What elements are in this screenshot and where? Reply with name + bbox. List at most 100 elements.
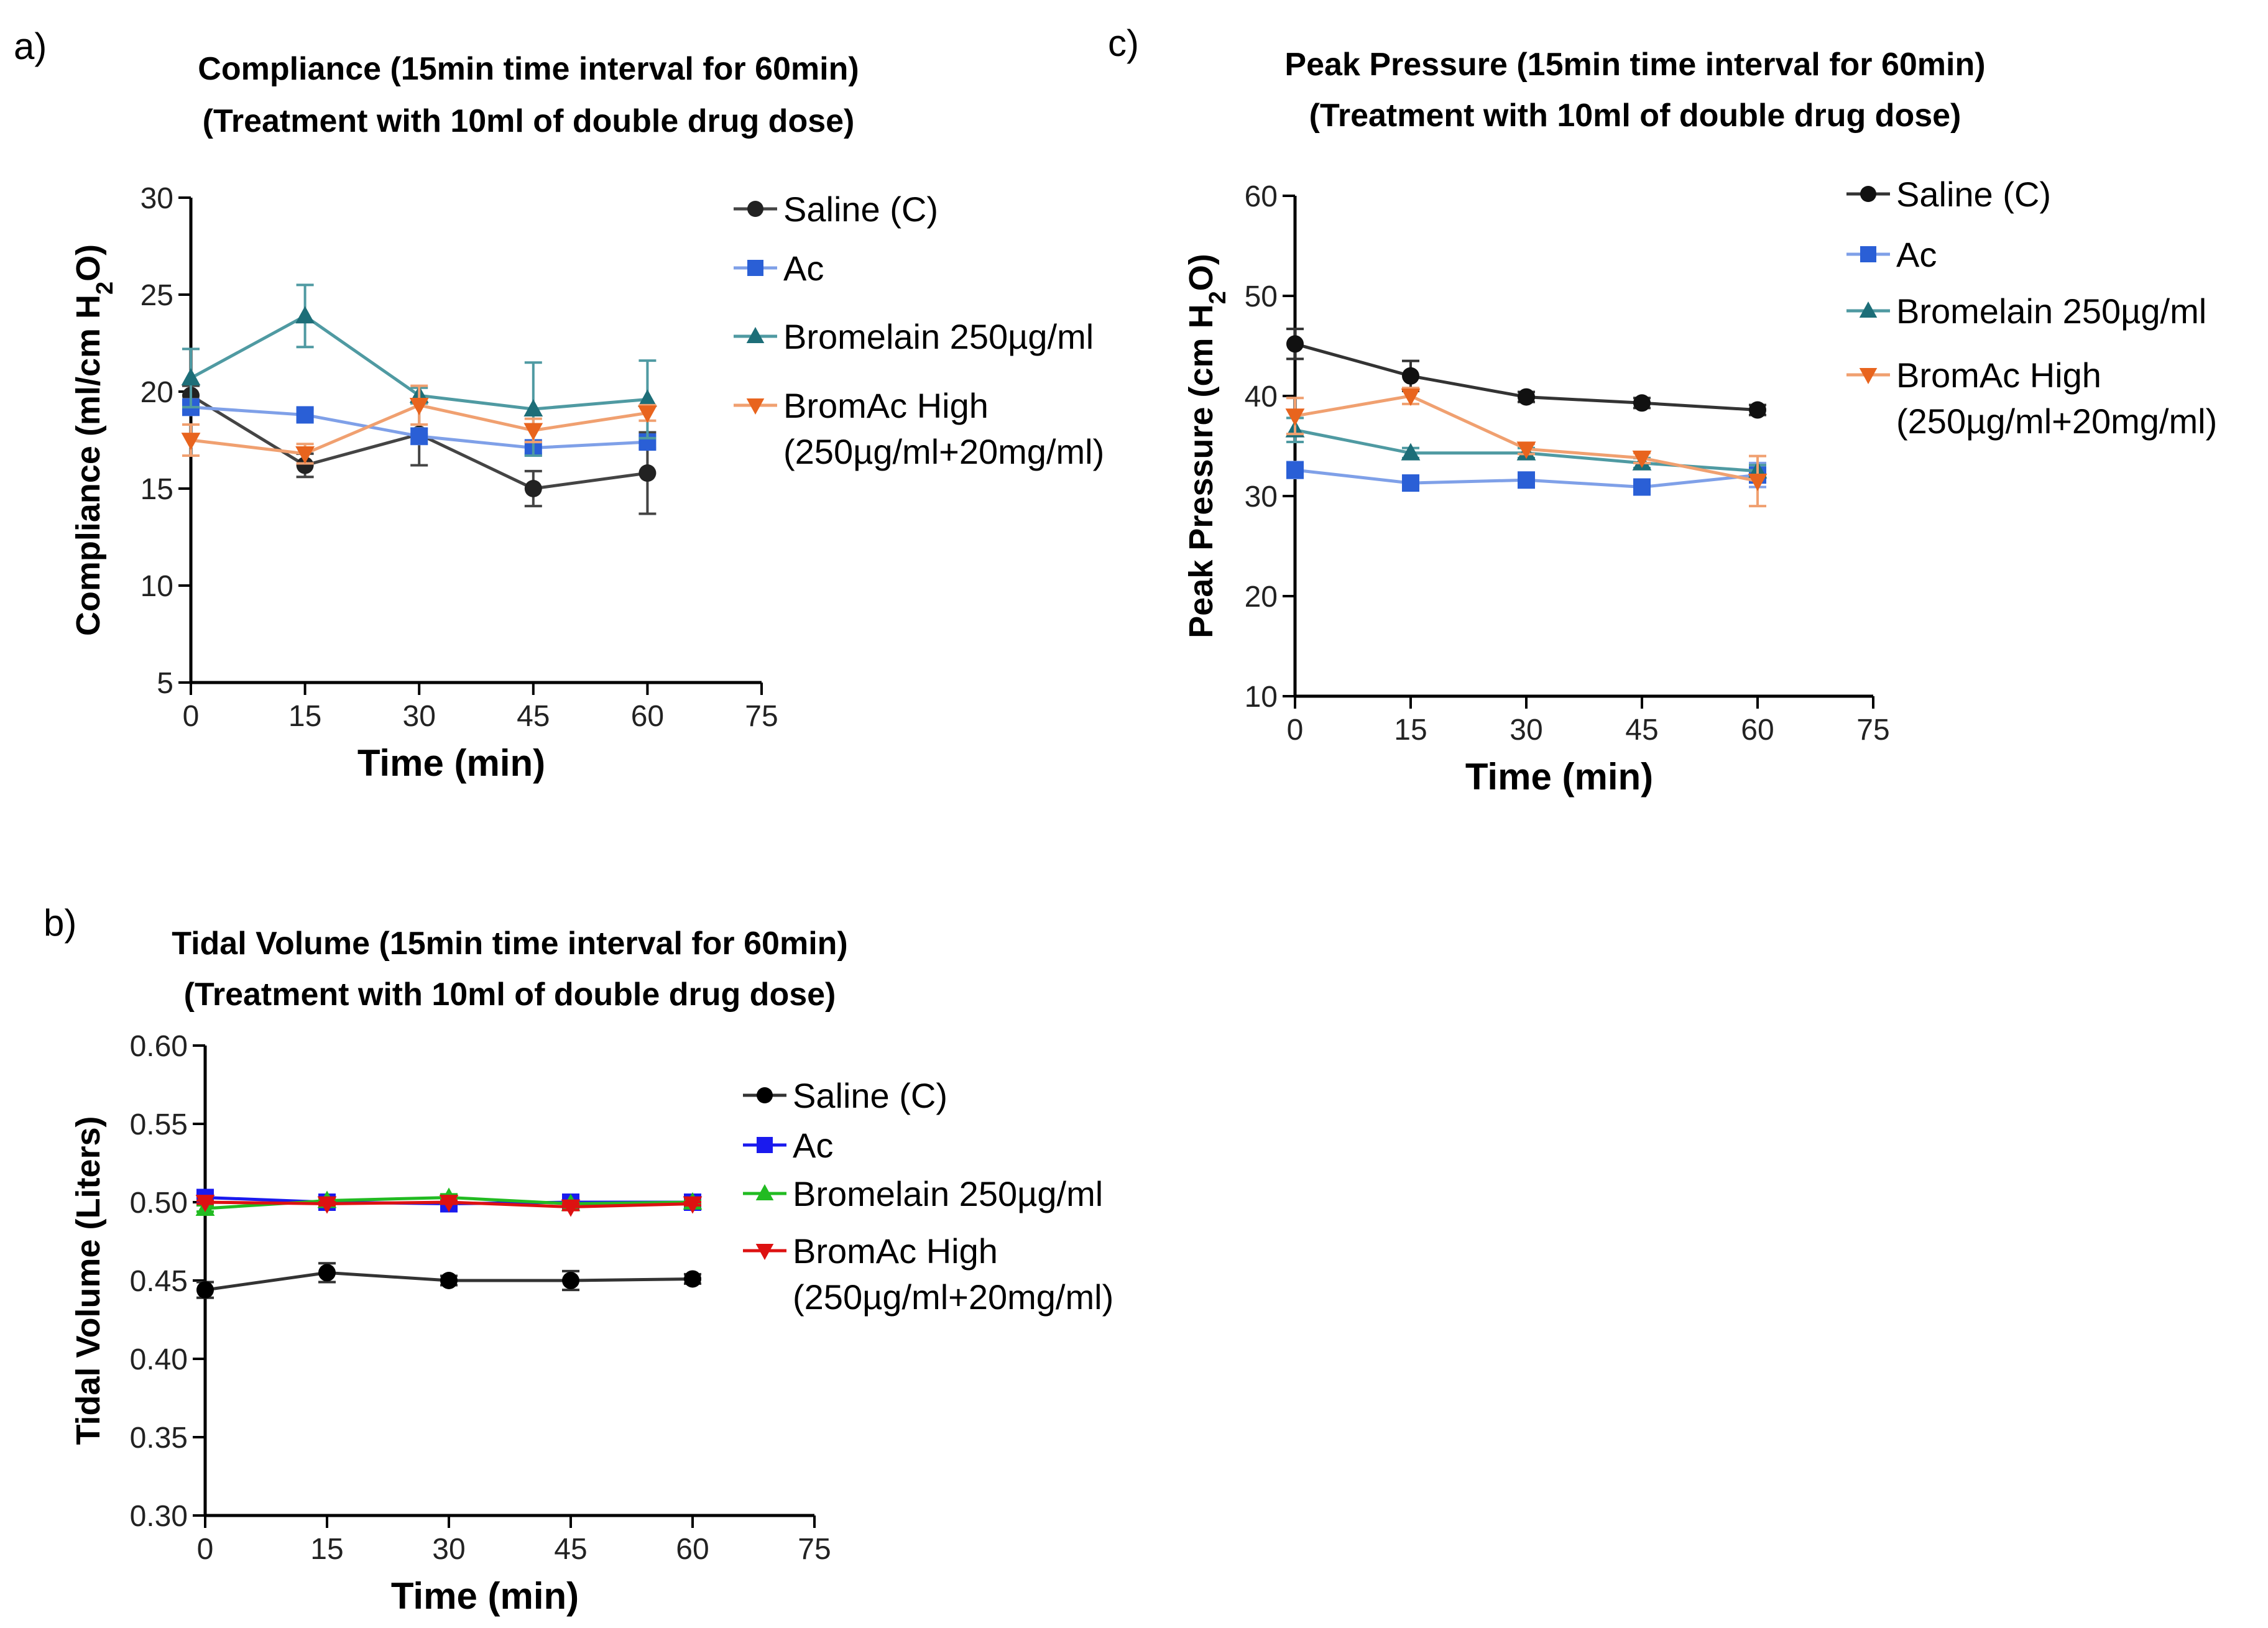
data-point xyxy=(1285,408,1305,426)
y-axis-title: Peak Pressure (cm H2O) xyxy=(1182,254,1231,638)
legend-label: Ac xyxy=(793,1126,833,1165)
legend-label: Bromelain 250µg/ml xyxy=(783,317,1094,356)
data-point xyxy=(1401,443,1421,461)
data-point xyxy=(638,464,657,482)
x-tick-label: 15 xyxy=(1394,714,1427,747)
y-tick-label: 0.30 xyxy=(130,1500,188,1533)
data-point xyxy=(181,433,201,451)
legend-marker xyxy=(747,201,763,217)
legend-label: (250µg/ml+20mg/ml) xyxy=(793,1277,1113,1317)
data-point xyxy=(638,405,657,423)
y-tick-label: 60 xyxy=(1245,180,1278,213)
data-point xyxy=(561,1199,581,1217)
data-point xyxy=(1748,473,1768,491)
x-tick-label: 0 xyxy=(1287,714,1304,747)
data-point xyxy=(1286,461,1304,479)
legend-label: Saline (C) xyxy=(783,190,938,229)
y-tick-label: 25 xyxy=(141,279,173,312)
data-point xyxy=(318,1264,336,1282)
data-point xyxy=(1286,335,1304,353)
chart-title-line: Peak Pressure (15min time interval for 6… xyxy=(1284,47,1985,83)
legend-marker xyxy=(755,1243,774,1260)
data-point xyxy=(684,1270,701,1288)
chart-panel-2: b) Tidal Volume (15min time interval for … xyxy=(44,902,1113,1617)
y-tick-label: 0.45 xyxy=(130,1265,188,1298)
data-point xyxy=(440,1272,458,1289)
legend-marker xyxy=(757,1087,773,1103)
chart-panel-3: c) Peak Pressure (15min time interval for… xyxy=(1108,22,2217,798)
y-tick-label: 20 xyxy=(141,376,173,409)
x-tick-label: 0 xyxy=(197,1533,214,1566)
x-axis-title: Time (min) xyxy=(1465,756,1653,798)
legend: Saline (C) Ac Bromelain 250µg/ml BromAc Hig… xyxy=(734,190,1104,471)
x-tick-label: 30 xyxy=(403,700,436,733)
y-tick-label: 0.35 xyxy=(130,1422,188,1455)
data-point xyxy=(562,1272,579,1289)
data-point xyxy=(410,427,428,445)
data-point xyxy=(439,1195,459,1213)
y-tick-label: 10 xyxy=(141,570,173,603)
data-point xyxy=(1402,474,1419,492)
y-axis-title-subscript: 2 xyxy=(1205,291,1231,304)
series-1 xyxy=(1286,328,1766,419)
data-point xyxy=(409,397,429,415)
series-4 xyxy=(181,384,657,465)
y-axis-title: Tidal Volume (Liters) xyxy=(70,1116,107,1445)
panel-label: c) xyxy=(1108,22,1139,64)
data-point xyxy=(1401,389,1421,407)
y-tick-label: 0.60 xyxy=(130,1030,188,1063)
data-point xyxy=(196,1281,214,1299)
data-point xyxy=(523,398,543,416)
legend-label: Saline (C) xyxy=(793,1076,947,1115)
data-point xyxy=(523,423,543,441)
series-1 xyxy=(196,1262,701,1299)
x-axis-title: Time (min) xyxy=(391,1575,579,1617)
legend-label: (250µg/ml+20mg/ml) xyxy=(783,432,1104,471)
y-axis-title-part: O) xyxy=(70,244,107,282)
legend-marker xyxy=(755,1184,774,1201)
y-tick-label: 0.40 xyxy=(130,1343,188,1376)
legend-label: Ac xyxy=(783,249,824,288)
y-tick-label: 40 xyxy=(1245,380,1278,413)
y-axis-title-subscript: 2 xyxy=(92,282,118,295)
data-point xyxy=(295,446,315,464)
data-point xyxy=(1633,478,1651,496)
legend-label: (250µg/ml+20mg/ml) xyxy=(1896,402,2217,441)
legend-marker xyxy=(1859,367,1878,384)
data-point xyxy=(638,389,657,407)
y-axis-title: Compliance (ml/cm H2O) xyxy=(70,244,118,636)
data-point xyxy=(683,1196,703,1214)
x-tick-label: 45 xyxy=(554,1533,587,1566)
panel-label: b) xyxy=(44,902,76,944)
data-point xyxy=(1518,388,1535,406)
x-tick-label: 75 xyxy=(1856,714,1889,747)
x-tick-label: 0 xyxy=(183,700,200,733)
y-tick-label: 50 xyxy=(1245,280,1278,313)
x-tick-label: 60 xyxy=(676,1533,709,1566)
data-point xyxy=(195,1195,215,1213)
data-point xyxy=(295,306,315,324)
legend-marker xyxy=(1859,301,1878,318)
x-tick-label: 60 xyxy=(631,700,664,733)
y-tick-label: 20 xyxy=(1245,581,1278,614)
x-tick-label: 75 xyxy=(745,700,778,733)
x-tick-label: 15 xyxy=(310,1533,343,1566)
y-tick-label: 0.55 xyxy=(130,1108,188,1141)
y-tick-label: 0.50 xyxy=(130,1187,188,1220)
data-point xyxy=(1518,471,1535,489)
chart-title-line: (Treatment with 10ml of double drug dose… xyxy=(203,103,855,139)
chart-title-line: Compliance (15min time interval for 60mi… xyxy=(198,51,859,87)
data-point xyxy=(524,480,542,497)
panel-label: a) xyxy=(14,25,47,67)
legend-marker xyxy=(1860,186,1876,202)
legend-marker xyxy=(746,327,765,344)
y-axis-title-part: Peak Pressure (cm H xyxy=(1182,304,1220,638)
y-tick-label: 30 xyxy=(141,182,173,215)
y-axis-title-part: Tidal Volume (Liters) xyxy=(70,1116,107,1445)
legend-label: Bromelain 250µg/ml xyxy=(793,1174,1103,1213)
data-point xyxy=(181,368,201,386)
y-axis-title-part: Compliance (ml/cm H xyxy=(70,295,107,636)
data-point xyxy=(296,456,314,474)
